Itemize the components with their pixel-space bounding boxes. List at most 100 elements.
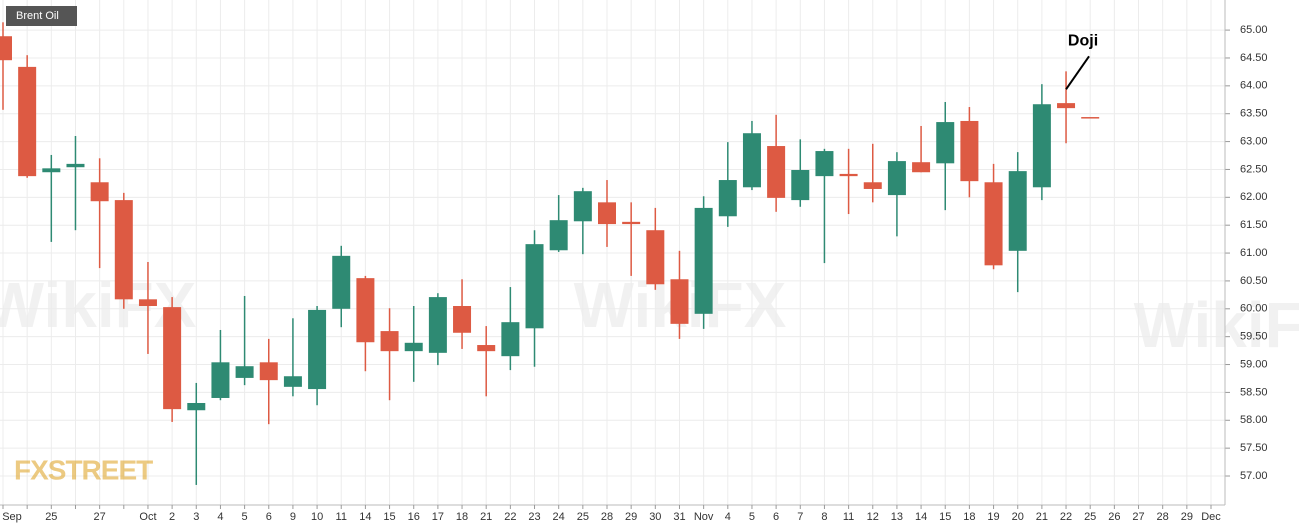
candle-body (960, 120, 979, 182)
candle-body (18, 66, 37, 177)
candle-body (259, 362, 278, 381)
candle-body (66, 163, 85, 168)
candle-body (308, 309, 327, 390)
x-tick-label: 14 (359, 511, 371, 523)
x-tick-label: Sep (2, 511, 22, 523)
x-tick-label: 10 (311, 511, 323, 523)
x-tick-label: 28 (601, 511, 613, 523)
x-tick-label: 18 (456, 511, 468, 523)
y-tick-label: 64.00 (1240, 80, 1268, 92)
x-tick-label: 5 (749, 511, 755, 523)
y-tick-label: 62.00 (1240, 191, 1268, 203)
annotation: Doji (1068, 33, 1098, 50)
x-tick-label: 9 (290, 511, 296, 523)
candle-body (453, 306, 472, 333)
candle-body (767, 146, 786, 198)
x-tick-label: 13 (891, 511, 903, 523)
candle-body (1008, 171, 1027, 251)
candle-body (1032, 104, 1051, 188)
candle-body (815, 151, 834, 177)
x-tick-label: 29 (1181, 511, 1193, 523)
candle-body (90, 182, 109, 202)
candle-body (283, 376, 302, 387)
candle-body (791, 170, 810, 201)
y-tick-label: 58.50 (1240, 386, 1268, 398)
y-tick-label: 57.50 (1240, 442, 1268, 454)
x-tick-label: 19 (987, 511, 999, 523)
chart-title: Brent Oil (16, 10, 59, 22)
candle-body (573, 191, 592, 222)
candle-body (622, 221, 641, 225)
y-tick-label: 57.00 (1240, 470, 1268, 482)
x-tick-label: 22 (1060, 511, 1072, 523)
candle-body (211, 362, 230, 398)
x-tick-label: 6 (773, 511, 779, 523)
x-tick-label: 22 (504, 511, 516, 523)
x-tick-label: 5 (242, 511, 248, 523)
y-tick-label: 60.50 (1240, 275, 1268, 287)
candle-body (0, 36, 12, 61)
x-tick-label: 20 (1012, 511, 1024, 523)
candle-body (694, 207, 713, 314)
x-tick-label: 30 (649, 511, 661, 523)
candle-body (670, 279, 689, 324)
candle-body (235, 366, 254, 378)
x-tick-label: 24 (553, 511, 565, 523)
x-tick-label: 11 (336, 511, 347, 523)
candle-body (742, 133, 761, 188)
x-tick-label: Oct (139, 511, 156, 523)
y-tick-label: 63.00 (1240, 135, 1268, 147)
y-tick-label: 61.50 (1240, 219, 1268, 231)
x-tick-label: 26 (1108, 511, 1120, 523)
x-tick-label: 7 (797, 511, 803, 523)
x-tick-label: 21 (1036, 511, 1048, 523)
y-tick-label: 58.00 (1240, 414, 1268, 426)
x-tick-label: 29 (625, 511, 637, 523)
x-tick-label: 12 (867, 511, 879, 523)
candle-body (887, 161, 906, 196)
candle-body (1057, 103, 1076, 109)
x-tick-label: 11 (843, 511, 854, 523)
y-tick-label: 59.00 (1240, 358, 1268, 370)
annotation-line (1065, 55, 1090, 90)
candle-body (501, 322, 520, 357)
candle-body (404, 342, 423, 352)
x-tick-label: 14 (915, 511, 927, 523)
candle-body (332, 255, 351, 309)
y-tick-label: 61.00 (1240, 247, 1268, 259)
y-tick-label: 59.50 (1240, 331, 1268, 343)
x-tick-label: 21 (480, 511, 492, 523)
x-tick-label: 23 (528, 511, 540, 523)
x-tick-label: 4 (217, 511, 223, 523)
candle-body (477, 345, 496, 352)
y-tick-label: 62.50 (1240, 163, 1268, 175)
candle-body (114, 200, 133, 300)
candle-body (42, 168, 61, 173)
x-tick-label: 27 (94, 511, 106, 523)
candle-body (380, 331, 399, 352)
candle-body (912, 162, 931, 173)
x-tick-label: 3 (193, 511, 199, 523)
candle-body (936, 122, 955, 164)
x-tick-label: Dec (1201, 511, 1221, 523)
x-tick-label: 25 (577, 511, 589, 523)
x-tick-label: 16 (408, 511, 420, 523)
y-tick-label: 64.50 (1240, 52, 1268, 64)
title-badge (6, 6, 77, 26)
x-tick-label: 8 (821, 511, 827, 523)
candle-body (525, 244, 544, 329)
x-tick-label: 2 (169, 511, 175, 523)
candle-body (428, 297, 447, 353)
watermark: WikiFX (1134, 289, 1299, 361)
x-tick-label: 15 (939, 511, 951, 523)
candle-body (863, 182, 882, 189)
candle-body (646, 230, 665, 285)
x-tick-label: 25 (45, 511, 57, 523)
candle-body (356, 278, 375, 343)
x-tick-label: 4 (725, 511, 731, 523)
x-tick-label: Nov (694, 511, 714, 523)
x-tick-label: 28 (1157, 511, 1169, 523)
candle-body (839, 173, 858, 177)
x-tick-label: 18 (963, 511, 975, 523)
x-tick-label: 27 (1132, 511, 1144, 523)
